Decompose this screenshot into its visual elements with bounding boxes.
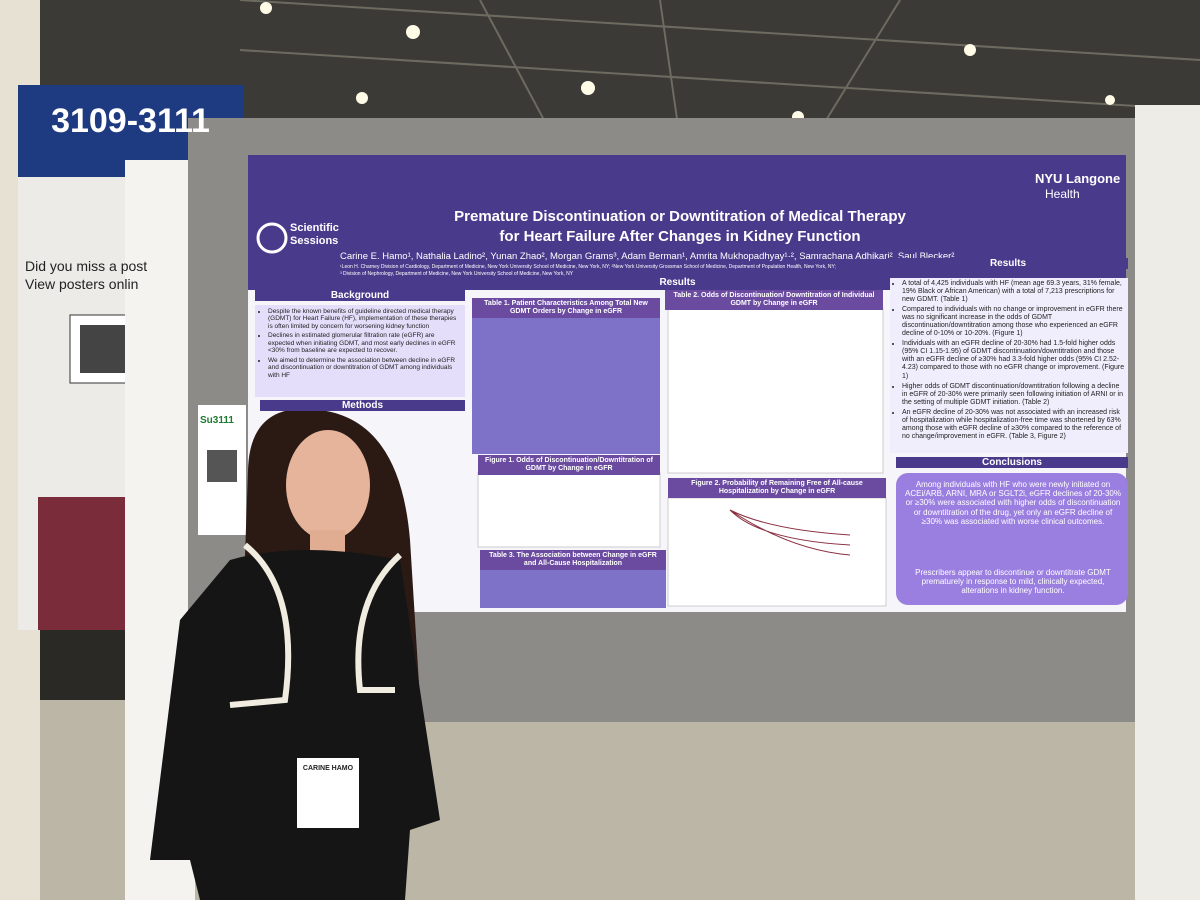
- poster-title: Premature Discontinuation or Downtitrati…: [454, 208, 906, 225]
- bullet: Individuals with an eGFR decline of 20-3…: [902, 340, 1126, 380]
- badge-qr: [207, 450, 237, 482]
- poster-title: for Heart Failure After Changes in Kidne…: [499, 228, 861, 245]
- affiliation: ³ Division of Nephrology, Department of …: [340, 271, 574, 277]
- section-heading: Conclusions: [896, 457, 1128, 468]
- bullet: An eGFR decline of 20-30% was not associ…: [902, 409, 1126, 441]
- figure2-plot: [667, 497, 887, 607]
- logo-line: Health: [1045, 187, 1080, 201]
- bullet: Higher odds of GDMT discontinuation/down…: [902, 383, 1126, 407]
- results-box: [890, 278, 1128, 453]
- conclusion-text: Prescribers appear to discontinue or dow…: [915, 568, 1111, 596]
- brand-logo: [256, 222, 288, 254]
- truss: [819, 0, 901, 131]
- truss: [239, 49, 1200, 111]
- trusses: [239, 0, 1200, 151]
- light: [1105, 95, 1115, 105]
- background-box: [255, 305, 465, 397]
- light: [406, 25, 420, 39]
- light: [356, 92, 368, 104]
- table-title: Table 2. Odds of Discontinuation/ Downti…: [665, 290, 883, 311]
- booth-number: 3109-3111: [51, 102, 210, 140]
- background-text: Despite the known benefits of guideline …: [258, 308, 462, 381]
- jacket-trim: [229, 542, 403, 708]
- section-heading: Methods: [260, 400, 465, 411]
- section-heading: Results: [470, 277, 885, 288]
- face: [286, 430, 370, 540]
- brand-line: Scientific: [290, 222, 339, 234]
- km-curves: [729, 509, 851, 556]
- figure1-plot: [477, 471, 661, 548]
- figure-title: Figure 1. Odds of Discontinuation/Downti…: [478, 455, 660, 476]
- logo-line: NYU Langone: [1035, 171, 1121, 186]
- light: [964, 44, 976, 56]
- section-heading: Background: [255, 290, 465, 301]
- name-tag: [297, 758, 359, 828]
- badge-code: Su3111: [200, 415, 234, 426]
- results-text: A total of 4,425 individuals with HF (me…: [892, 280, 1126, 443]
- table3-graphic: [480, 568, 666, 608]
- truss: [239, 0, 1200, 61]
- qr-pattern: [80, 325, 125, 373]
- jacket: [150, 550, 440, 900]
- bullet: A total of 4,425 individuals with HF (me…: [902, 280, 1126, 304]
- forest-plot: [667, 307, 884, 474]
- brand-line: Sessions: [290, 235, 339, 247]
- light: [260, 2, 272, 14]
- bullet: Despite the known benefits of guideline …: [268, 308, 462, 330]
- figure-title: Figure 2. Probability of Remaining Free …: [668, 478, 886, 499]
- sign-text: Did you miss a post: [25, 258, 148, 274]
- bullet: Compared to individuals with no change o…: [902, 306, 1126, 338]
- section-heading: Results: [888, 258, 1128, 269]
- panel-edge: [1135, 105, 1200, 900]
- affiliation: ¹Leon H. Charney Division of Cardiology,…: [340, 264, 836, 270]
- conclusion-text: Among individuals with HF who were newly…: [905, 480, 1121, 526]
- table-title: Table 3. The Association between Change …: [480, 550, 666, 571]
- name-tag-text: CARINE HAMO: [302, 765, 354, 772]
- table1-graphic: [472, 318, 660, 454]
- conclusions-box: [896, 473, 1128, 605]
- sign-text: View posters onlin: [25, 276, 139, 292]
- bullet: We aimed to determine the association be…: [268, 357, 462, 379]
- table-title: Table 1. Patient Characteristics Among T…: [472, 298, 660, 319]
- truss: [659, 0, 681, 141]
- light: [581, 81, 595, 95]
- authors: Carine E. Hamo¹, Nathalia Ladino², Yunan…: [340, 251, 955, 262]
- bullet: Declines in estimated glomerular filtrat…: [268, 332, 462, 354]
